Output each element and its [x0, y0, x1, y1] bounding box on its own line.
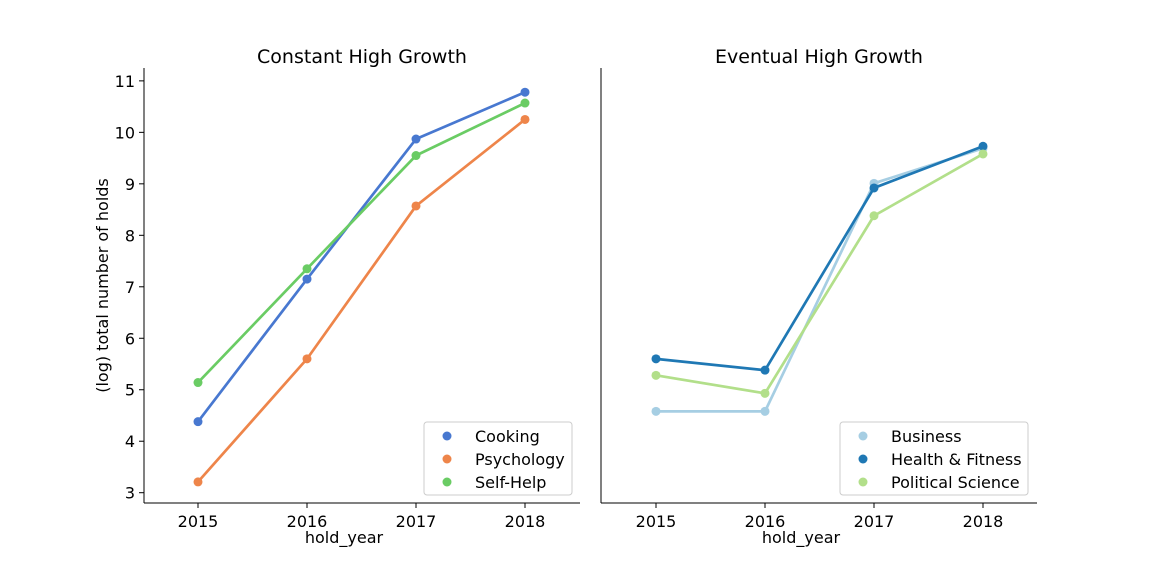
data-point [193, 378, 203, 388]
y-axis-label: (log) total number of holds [93, 178, 112, 393]
data-point [411, 151, 421, 161]
chart-constant-high-growth: Constant High Growth 2015 2016 2017 2018 3 4 5 6… [93, 46, 580, 548]
data-point [978, 149, 988, 159]
y-tick-label: 6 [125, 329, 135, 348]
legend: Cooking Psychology Self-Help [423, 421, 573, 496]
series-health-fitness [651, 141, 988, 375]
legend-marker [858, 454, 868, 464]
series-line [196, 118, 526, 483]
legend-label: Psychology [475, 450, 565, 469]
x-tick-label: 2017 [854, 512, 895, 531]
x-axis-label: hold_year [305, 528, 384, 548]
data-point [760, 406, 770, 416]
data-point [302, 274, 312, 284]
series-political-science [651, 149, 988, 398]
legend-frame [423, 421, 573, 496]
data-point [411, 201, 421, 211]
x-tick-label: 2015 [178, 512, 219, 531]
x-tick-label: 2018 [963, 512, 1004, 531]
data-point [520, 87, 530, 97]
y-tick-label: 3 [125, 484, 135, 503]
chart-eventual-high-growth: Eventual High Growth 2015 2016 2017 2018 hold… [600, 46, 1037, 548]
x-tick-label: 2018 [505, 512, 546, 531]
legend-marker [442, 431, 452, 441]
legend-marker [442, 477, 452, 487]
legend-label: Cooking [475, 427, 540, 446]
y-tick-label: 9 [125, 175, 135, 194]
x-tick-label: 2016 [287, 512, 328, 531]
x-tick-label: 2017 [396, 512, 437, 531]
data-point [651, 406, 661, 416]
legend-marker [858, 477, 868, 487]
y-tick-label: 8 [125, 226, 135, 245]
series-self-help [193, 98, 530, 388]
series-line [197, 101, 526, 384]
legend-frame [839, 421, 1029, 496]
legend: Business Health & Fitness Political Scienc… [839, 421, 1029, 496]
series-psychology [193, 114, 530, 487]
legend-label: Political Science [891, 473, 1020, 492]
series-line [655, 152, 984, 395]
data-point [302, 264, 312, 274]
data-point [520, 114, 530, 124]
data-point [978, 141, 988, 151]
legend-marker [442, 454, 452, 464]
data-point [760, 365, 770, 375]
data-point [411, 134, 421, 144]
data-point [869, 183, 879, 193]
legend-marker [858, 431, 868, 441]
data-point [520, 98, 530, 108]
y-tick-label: 5 [125, 381, 135, 400]
x-axis-label: hold_year [762, 528, 841, 548]
data-point [193, 417, 203, 427]
data-point [193, 477, 203, 487]
data-point [760, 388, 770, 398]
legend-label: Business [891, 427, 962, 446]
data-point [869, 211, 879, 221]
y-tick-label: 7 [125, 278, 135, 297]
legend-label: Self-Help [475, 473, 546, 492]
data-point [651, 370, 661, 380]
chart-title: Constant High Growth [257, 46, 467, 68]
x-tick-label: 2016 [745, 512, 786, 531]
series-line [196, 90, 526, 423]
data-point [302, 354, 312, 364]
chart-title: Eventual High Growth [715, 46, 923, 68]
x-tick-label: 2015 [636, 512, 677, 531]
series-cooking [193, 87, 530, 427]
y-tick-label: 4 [125, 432, 135, 451]
y-tick-label: 10 [115, 123, 135, 142]
data-point [651, 354, 661, 364]
y-tick-label: 11 [115, 72, 135, 91]
legend-label: Health & Fitness [891, 450, 1022, 469]
series-line [655, 144, 984, 372]
